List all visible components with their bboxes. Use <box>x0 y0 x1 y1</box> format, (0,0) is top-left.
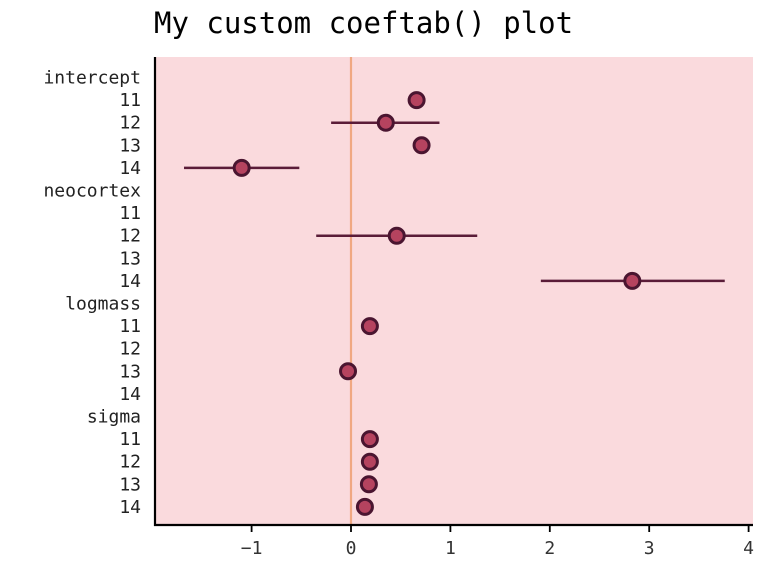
x-tick-label: 2 <box>544 538 555 559</box>
chart-title: My custom coeftab() plot <box>154 6 574 40</box>
row-label-model: 11 <box>119 90 141 111</box>
estimate-point <box>360 317 379 336</box>
row-label-model: 11 <box>119 203 141 224</box>
estimate-point <box>412 136 431 155</box>
row-label-group: intercept <box>43 68 141 89</box>
x-tick-label: 0 <box>346 538 357 559</box>
x-tick-label: 4 <box>743 538 754 559</box>
row-label-model: 11 <box>119 316 141 337</box>
row-label-group: logmass <box>65 294 141 315</box>
row-label-model: 14 <box>119 158 141 179</box>
row-label-model: 11 <box>119 429 141 450</box>
row-label-group: neocortex <box>43 181 141 202</box>
row-label-model: 12 <box>119 226 141 247</box>
estimate-point <box>360 430 379 449</box>
plot-panel <box>155 57 753 525</box>
row-label-model: 12 <box>119 113 141 134</box>
row-label-group: sigma <box>87 407 141 428</box>
row-label-model: 13 <box>119 248 141 269</box>
estimate-point <box>232 158 251 177</box>
row-label-model: 13 <box>119 361 141 382</box>
estimate-point <box>407 91 426 110</box>
row-label-model: 13 <box>119 135 141 156</box>
estimate-point <box>376 113 395 132</box>
x-tick-layer: −1 0 1 2 3 4 <box>241 525 754 559</box>
row-label-model: 12 <box>119 452 141 473</box>
estimate-point <box>360 452 379 471</box>
x-tick-label: −1 <box>241 538 263 559</box>
x-tick-label: 3 <box>644 538 655 559</box>
x-tick-label: 1 <box>445 538 456 559</box>
estimate-point <box>387 226 406 245</box>
row-label-layer: intercept11121314neocortex11121314logmas… <box>43 68 141 518</box>
point-layer <box>232 91 642 516</box>
row-label-model: 12 <box>119 339 141 360</box>
estimate-point <box>623 271 642 290</box>
row-label-model: 13 <box>119 474 141 495</box>
row-label-model: 14 <box>119 497 141 518</box>
estimate-point <box>359 475 378 494</box>
row-label-model: 14 <box>119 384 141 405</box>
row-label-model: 14 <box>119 271 141 292</box>
estimate-point <box>339 362 358 381</box>
estimate-point <box>355 497 374 516</box>
